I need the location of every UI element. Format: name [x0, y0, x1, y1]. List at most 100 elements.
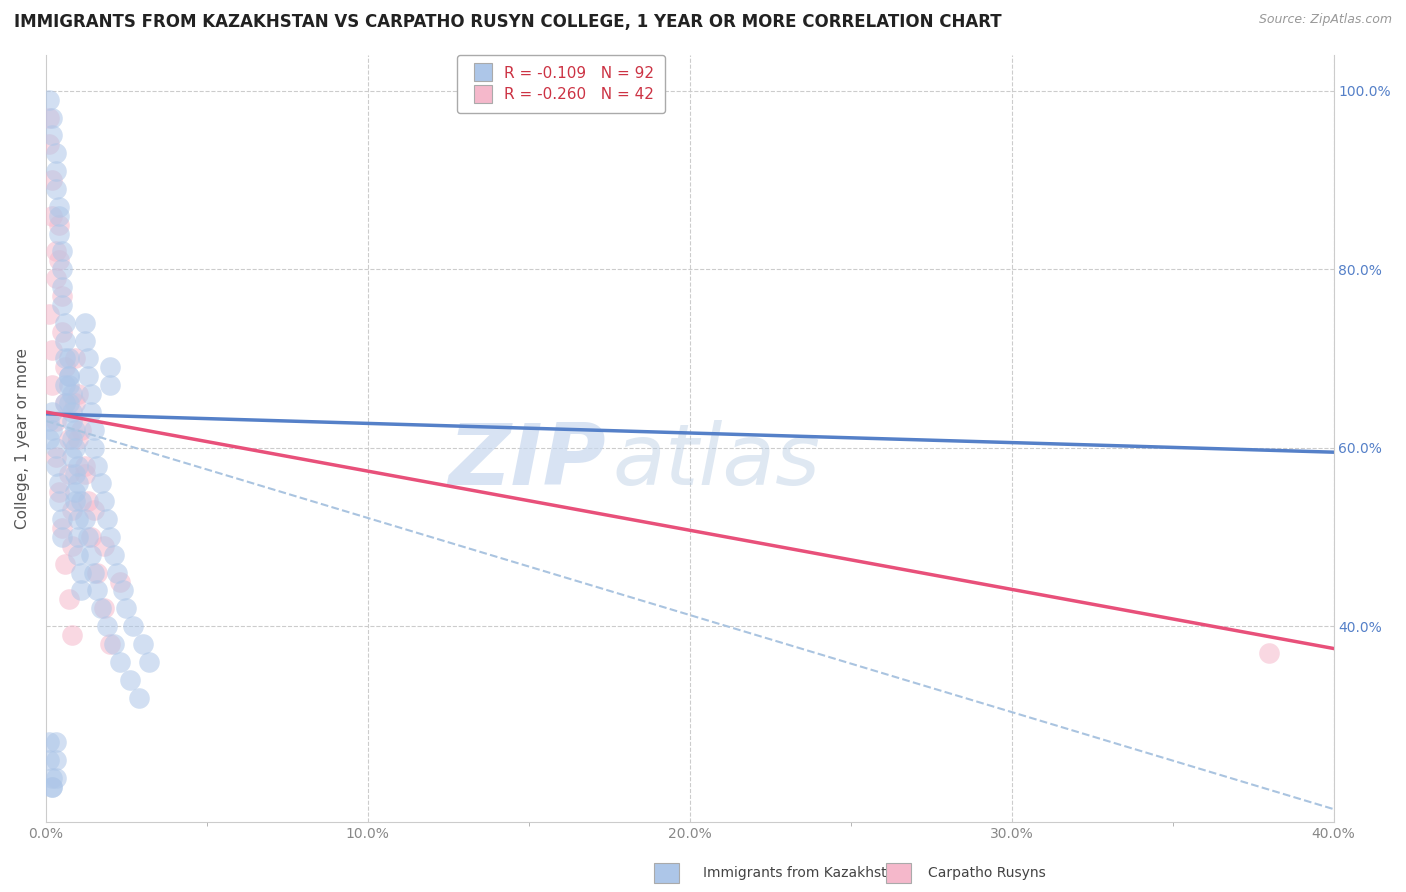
- Point: [38, 137, 60, 152]
- Point: [83, 441, 105, 455]
- Point: [45, 146, 67, 161]
- Point: [45, 735, 67, 749]
- Point: [60, 387, 83, 401]
- Point: [80, 405, 103, 419]
- Point: [45, 164, 67, 178]
- Point: [53, 557, 76, 571]
- Point: [70, 423, 93, 437]
- Point: [80, 387, 103, 401]
- Point: [58, 396, 80, 410]
- Point: [73, 467, 96, 482]
- Point: [63, 467, 86, 482]
- Point: [76, 494, 98, 508]
- Point: [70, 566, 93, 580]
- Point: [60, 539, 83, 553]
- Point: [58, 467, 80, 482]
- Point: [41, 111, 63, 125]
- Text: Carpatho Rusyns: Carpatho Rusyns: [928, 866, 1046, 880]
- Point: [98, 530, 121, 544]
- Point: [38, 735, 60, 749]
- Point: [67, 458, 90, 473]
- Point: [58, 351, 80, 366]
- Point: [51, 262, 73, 277]
- Point: [45, 753, 67, 767]
- Point: [90, 476, 112, 491]
- Point: [118, 673, 141, 687]
- Point: [51, 280, 73, 294]
- Point: [63, 494, 86, 508]
- Point: [108, 655, 131, 669]
- Point: [53, 316, 76, 330]
- Point: [90, 601, 112, 615]
- Point: [53, 360, 76, 375]
- Point: [86, 458, 108, 473]
- Point: [51, 298, 73, 312]
- Point: [98, 378, 121, 392]
- Point: [38, 111, 60, 125]
- Point: [45, 182, 67, 196]
- Point: [122, 619, 145, 633]
- Point: [60, 503, 83, 517]
- Point: [112, 583, 135, 598]
- Point: [53, 378, 76, 392]
- Point: [48, 218, 70, 232]
- Point: [76, 369, 98, 384]
- Point: [58, 592, 80, 607]
- Point: [1258, 646, 1281, 660]
- Point: [58, 369, 80, 384]
- Point: [45, 244, 67, 259]
- Point: [45, 450, 67, 464]
- Point: [38, 753, 60, 767]
- Point: [98, 360, 121, 375]
- Point: [83, 503, 105, 517]
- Point: [51, 244, 73, 259]
- Point: [41, 405, 63, 419]
- Point: [115, 601, 138, 615]
- Point: [80, 530, 103, 544]
- Point: [73, 512, 96, 526]
- Point: [60, 628, 83, 642]
- Point: [45, 414, 67, 428]
- Point: [48, 476, 70, 491]
- Point: [51, 325, 73, 339]
- Point: [63, 423, 86, 437]
- Y-axis label: College, 1 year or more: College, 1 year or more: [15, 348, 30, 529]
- Point: [96, 512, 118, 526]
- Point: [76, 351, 98, 366]
- Text: IMMIGRANTS FROM KAZAKHSTAN VS CARPATHO RUSYN COLLEGE, 1 YEAR OR MORE CORRELATION: IMMIGRANTS FROM KAZAKHSTAN VS CARPATHO R…: [14, 13, 1001, 31]
- Point: [73, 458, 96, 473]
- Point: [38, 432, 60, 446]
- Text: Immigrants from Kazakhstan: Immigrants from Kazakhstan: [703, 866, 904, 880]
- Point: [86, 566, 108, 580]
- Point: [86, 583, 108, 598]
- Point: [38, 307, 60, 321]
- Point: [53, 351, 76, 366]
- Text: Source: ZipAtlas.com: Source: ZipAtlas.com: [1258, 13, 1392, 27]
- Point: [48, 494, 70, 508]
- Point: [93, 494, 115, 508]
- Point: [73, 334, 96, 348]
- Point: [63, 396, 86, 410]
- Point: [41, 378, 63, 392]
- Point: [80, 548, 103, 562]
- Point: [103, 548, 125, 562]
- Point: [48, 253, 70, 268]
- Point: [51, 512, 73, 526]
- Point: [53, 396, 76, 410]
- Point: [67, 476, 90, 491]
- Point: [63, 441, 86, 455]
- Point: [60, 450, 83, 464]
- Point: [51, 521, 73, 535]
- Point: [96, 619, 118, 633]
- Point: [51, 530, 73, 544]
- Point: [41, 209, 63, 223]
- Point: [67, 512, 90, 526]
- Point: [83, 566, 105, 580]
- Point: [53, 396, 76, 410]
- Point: [45, 441, 67, 455]
- Point: [48, 485, 70, 500]
- Point: [45, 271, 67, 285]
- Point: [83, 423, 105, 437]
- Point: [48, 209, 70, 223]
- Point: [93, 539, 115, 553]
